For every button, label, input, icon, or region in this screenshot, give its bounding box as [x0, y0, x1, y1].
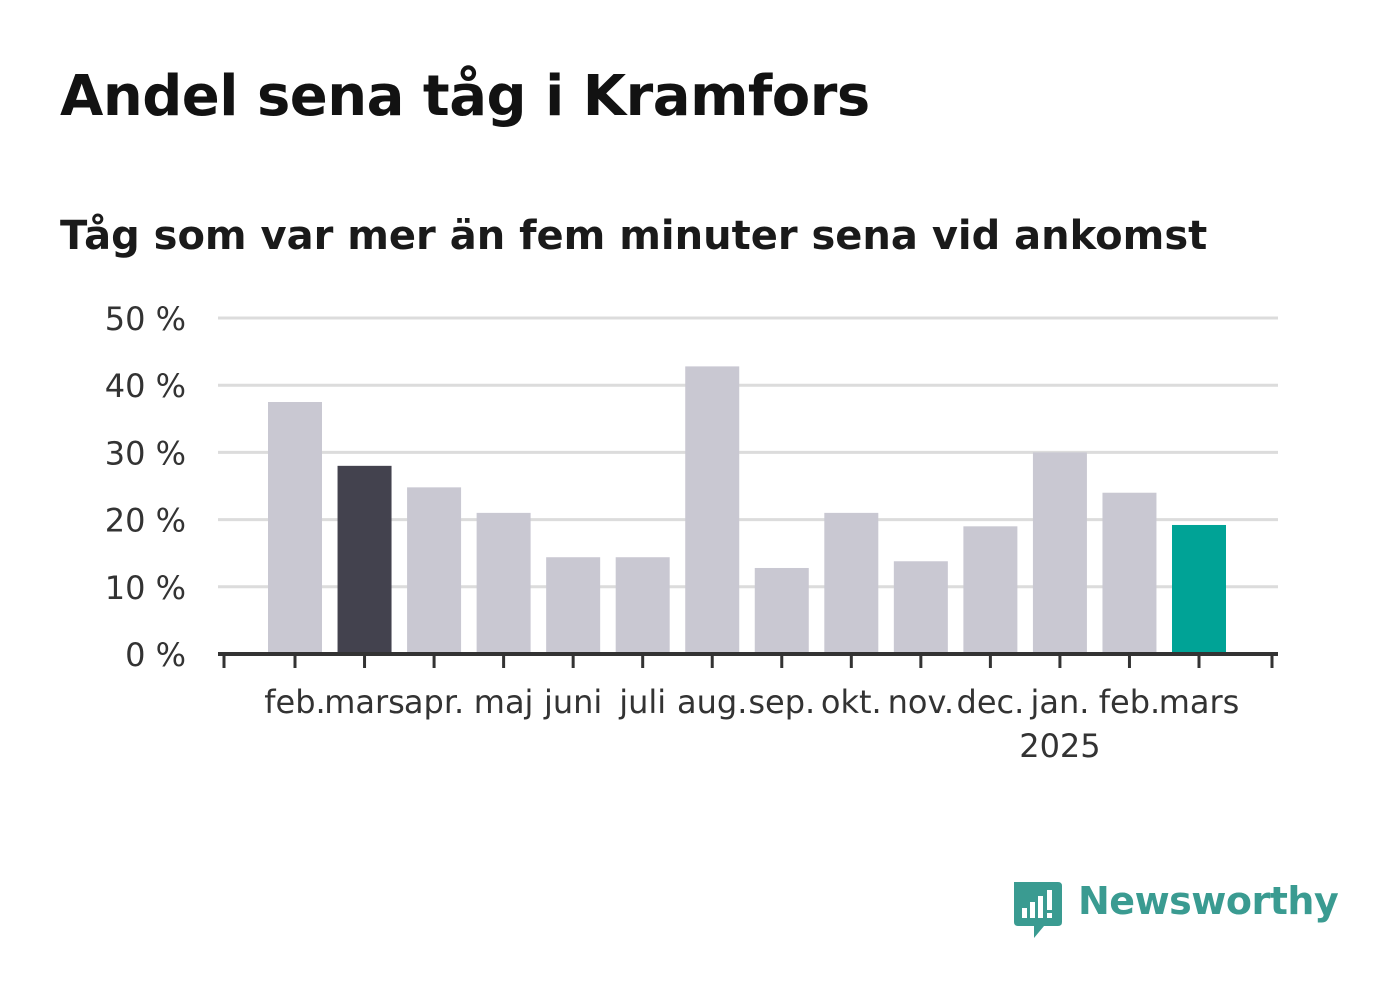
bar [824, 512, 879, 654]
brand-name: Newsworthy [1078, 879, 1339, 923]
x-tick-label: feb. [1099, 683, 1160, 721]
chart-subtitle: Tåg som var mer än fem minuter sena vid … [60, 213, 1208, 259]
bar [685, 366, 740, 654]
x-tick-label: nov. [888, 683, 954, 721]
bar [615, 557, 670, 654]
x-tick-label: sep. [748, 683, 815, 721]
y-tick-label: 10 % [105, 569, 186, 607]
grid-lines [218, 316, 1278, 589]
x-tick-sublabel: 2025 [1019, 727, 1100, 765]
newsworthy-logo: Newsworthy [1010, 878, 1339, 942]
bar [963, 526, 1018, 654]
bar [1102, 492, 1157, 654]
y-tick-label: 50 % [105, 300, 186, 338]
y-tick-label: 30 % [105, 434, 186, 472]
bars [268, 366, 1226, 654]
x-tick-label: jan. [1029, 683, 1089, 721]
bar [1172, 524, 1226, 654]
y-tick-label: 20 % [105, 502, 186, 540]
x-tick-label: maj [474, 683, 534, 721]
bar [337, 465, 392, 654]
y-tick-label: 40 % [105, 367, 186, 405]
bar [1032, 452, 1087, 654]
bar [754, 567, 809, 654]
bar [546, 557, 601, 654]
x-tick-label: juli [618, 683, 666, 721]
x-tick-label: mars [1159, 683, 1240, 721]
x-axis-labels: feb.mars apr. maj juni juli aug. sep. okt. nov. d… [264, 683, 1239, 765]
bar [268, 402, 322, 654]
y-axis-labels: 0 % 10 % 20 % 30 % 40 % 50 % [105, 300, 186, 674]
x-tick-label: juni [543, 683, 602, 721]
bar [407, 487, 462, 654]
x-tick-label: apr. [404, 683, 464, 721]
x-tick-label: okt. [821, 683, 882, 721]
x-tick-label: dec. [957, 683, 1025, 721]
x-axis [218, 652, 1278, 668]
bar [893, 561, 948, 654]
x-tick-label: feb. [264, 683, 325, 721]
y-tick-label: 0 % [125, 636, 186, 674]
x-tick-label: aug. [677, 683, 747, 721]
bar [476, 512, 531, 654]
chart-title: Andel sena tåg i Kramfors [60, 64, 870, 129]
x-tick-label: mars [324, 683, 405, 721]
newsworthy-bubble-icon [1014, 882, 1062, 938]
